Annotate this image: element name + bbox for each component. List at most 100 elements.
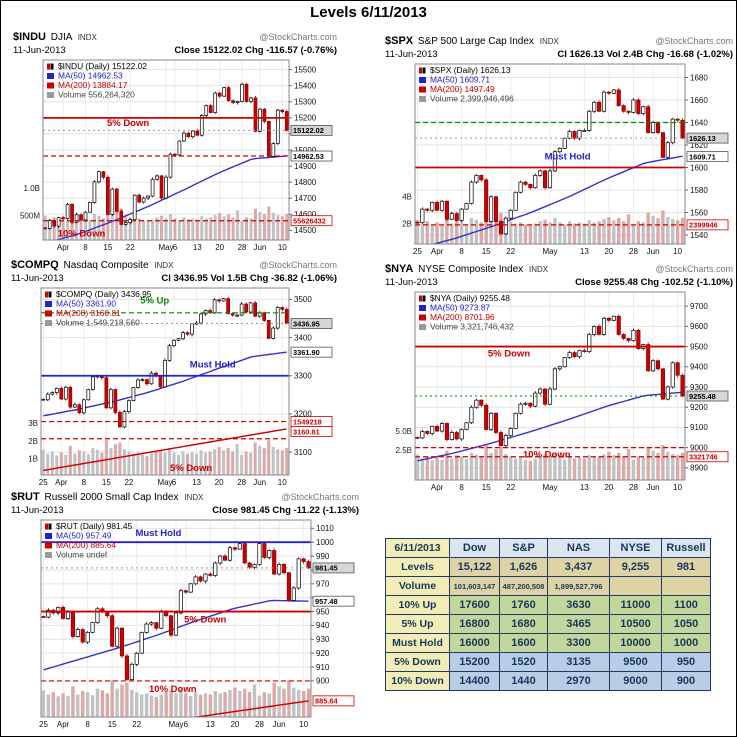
svg-text:15200: 15200 xyxy=(294,114,317,123)
svg-text:8: 8 xyxy=(85,720,90,729)
svg-text:10% Down: 10% Down xyxy=(58,228,106,239)
svg-text:28: 28 xyxy=(629,247,638,256)
svg-text:3200: 3200 xyxy=(294,410,312,419)
svg-text:9500: 9500 xyxy=(690,342,708,351)
svg-text:5% Down: 5% Down xyxy=(170,463,212,474)
svg-text:20: 20 xyxy=(215,478,224,487)
chart-symbol: $INDU xyxy=(13,31,47,43)
svg-text:MA(200) 3160.81: MA(200) 3160.81 xyxy=(56,308,121,318)
svg-text:Volume 2,399,946,496: Volume 2,399,946,496 xyxy=(430,94,514,104)
candlestick-plot-compq: 3100 3200 3300 3400 3500 3436.95 3361.90 154921… xyxy=(28,287,333,487)
table-header-cell: NAS xyxy=(547,538,610,558)
svg-text:10: 10 xyxy=(278,478,287,487)
svg-text:950: 950 xyxy=(316,607,330,616)
chart-spx: @StockCharts.com $SPX S&P 500 Large Cap … xyxy=(385,35,733,257)
table-row: 5% Down 15200 1520 3135 9500 950 xyxy=(385,652,711,672)
svg-text:6: 6 xyxy=(173,243,178,252)
svg-text:Jun: Jun xyxy=(253,478,266,487)
svg-text:910: 910 xyxy=(316,663,330,672)
chart-symbol: $RUT xyxy=(11,491,40,503)
svg-text:MA(200) 8701.96: MA(200) 8701.96 xyxy=(430,312,495,322)
svg-text:4B: 4B xyxy=(402,192,412,201)
level-value xyxy=(609,576,662,596)
svg-text:14700: 14700 xyxy=(294,194,317,203)
level-value: 3630 xyxy=(547,595,610,615)
svg-text:15: 15 xyxy=(103,243,112,252)
chart-header: @StockCharts.com $NYA NYSE Composite Ind… xyxy=(385,263,733,276)
svg-text:15300: 15300 xyxy=(294,98,317,107)
level-value: 15200 xyxy=(449,652,500,672)
svg-text:8: 8 xyxy=(82,478,87,487)
chart-date: 11-Jun-2013 xyxy=(385,277,438,288)
chart-info-line: Close 981.45 Chg -11.22 (-1.13%) 11-Jun-… xyxy=(11,504,359,517)
table-header-cell: Dow xyxy=(449,538,500,558)
level-value: 10000 xyxy=(609,633,662,653)
svg-text:15000: 15000 xyxy=(294,146,317,155)
svg-text:May: May xyxy=(168,720,183,729)
svg-text:9000: 9000 xyxy=(690,443,708,452)
level-value: 1600 xyxy=(499,633,548,653)
svg-text:Jun: Jun xyxy=(253,243,266,252)
svg-text:Apr: Apr xyxy=(431,247,444,256)
svg-text:5% Down: 5% Down xyxy=(184,615,226,626)
level-value: 950 xyxy=(661,652,711,672)
svg-text:13: 13 xyxy=(580,483,589,492)
chart-header: @StockCharts.com $COMPQ Nasdaq Composite… xyxy=(11,259,337,272)
svg-text:20: 20 xyxy=(230,720,239,729)
chart-date: 11-Jun-2013 xyxy=(385,49,438,60)
chart-info-line: Cl 3436.95 Vol 1.5B Chg -36.82 (-1.06%) … xyxy=(11,272,337,285)
level-value: 3300 xyxy=(547,633,610,653)
svg-text:MA(50) 957.49: MA(50) 957.49 xyxy=(56,531,112,541)
svg-text:1B: 1B xyxy=(28,454,38,463)
chart-info-line: Close 15122.02 Chg -116.57 (-0.76%) 11-J… xyxy=(13,44,337,57)
svg-text:MA(50) 3361.90: MA(50) 3361.90 xyxy=(56,299,116,309)
level-value: 1050 xyxy=(661,614,711,634)
svg-text:900: 900 xyxy=(316,677,330,686)
svg-text:930: 930 xyxy=(316,635,330,644)
svg-text:20: 20 xyxy=(604,483,613,492)
table-row: Levels 15,122 1,626 3,437 9,255 981 xyxy=(385,557,711,577)
level-value: 9500 xyxy=(609,652,662,672)
svg-text:28: 28 xyxy=(238,243,247,252)
level-value xyxy=(661,576,711,596)
chart-close-change: Cl 1626.13 Vol 2.4B Chg -16.68 (-1.02%) xyxy=(557,49,733,60)
svg-text:MA(200) 1497.49: MA(200) 1497.49 xyxy=(430,84,495,94)
chart-symbol: $SPX xyxy=(385,35,414,47)
chart-type-label: INDX xyxy=(528,265,549,274)
svg-text:$INDU (Daily) 15122.02: $INDU (Daily) 15122.02 xyxy=(58,61,147,71)
svg-text:1660: 1660 xyxy=(690,96,708,105)
svg-text:Volume 556,264,320: Volume 556,264,320 xyxy=(58,90,135,100)
svg-text:1010: 1010 xyxy=(316,524,334,533)
svg-text:Jun: Jun xyxy=(647,483,660,492)
svg-text:9100: 9100 xyxy=(690,423,708,432)
level-value: 1,899,527,796 xyxy=(547,576,610,596)
svg-text:14500: 14500 xyxy=(294,226,317,235)
candlestick-plot-spx: 1540 1560 1580 1600 1620 1640 1660 1680 1626.13 1… xyxy=(402,63,729,256)
svg-text:5% Down: 5% Down xyxy=(107,118,149,129)
level-value: 1100 xyxy=(661,595,711,615)
svg-text:Volume 1,549,218,560: Volume 1,549,218,560 xyxy=(56,318,140,328)
chart-description: DJIA xyxy=(50,32,72,43)
svg-text:55626432: 55626432 xyxy=(293,217,326,226)
svg-text:3500: 3500 xyxy=(294,295,312,304)
stockcharts-credit: @StockCharts.com xyxy=(281,492,359,502)
svg-text:3B: 3B xyxy=(28,419,38,428)
svg-text:9600: 9600 xyxy=(690,322,708,331)
chart-header: @StockCharts.com $SPX S&P 500 Large Cap … xyxy=(385,35,733,48)
svg-text:$SPX (Daily) 1626.13: $SPX (Daily) 1626.13 xyxy=(430,65,511,75)
level-value: 487,200,508 xyxy=(499,576,548,596)
svg-text:9300: 9300 xyxy=(690,383,708,392)
svg-text:MA(50) 14962.53: MA(50) 14962.53 xyxy=(58,71,123,81)
level-value: 9000 xyxy=(609,671,662,691)
chart-date: 11-Jun-2013 xyxy=(11,273,64,284)
level-value: 2970 xyxy=(547,671,610,691)
level-value: 14400 xyxy=(449,671,500,691)
svg-text:14962.53: 14962.53 xyxy=(293,152,324,161)
svg-text:1549218: 1549218 xyxy=(293,417,322,426)
svg-text:10: 10 xyxy=(299,720,308,729)
svg-text:MA(50) 9273.87: MA(50) 9273.87 xyxy=(430,303,490,313)
svg-text:28: 28 xyxy=(237,478,246,487)
svg-text:9255.48: 9255.48 xyxy=(689,392,716,401)
level-value: 1760 xyxy=(499,595,548,615)
